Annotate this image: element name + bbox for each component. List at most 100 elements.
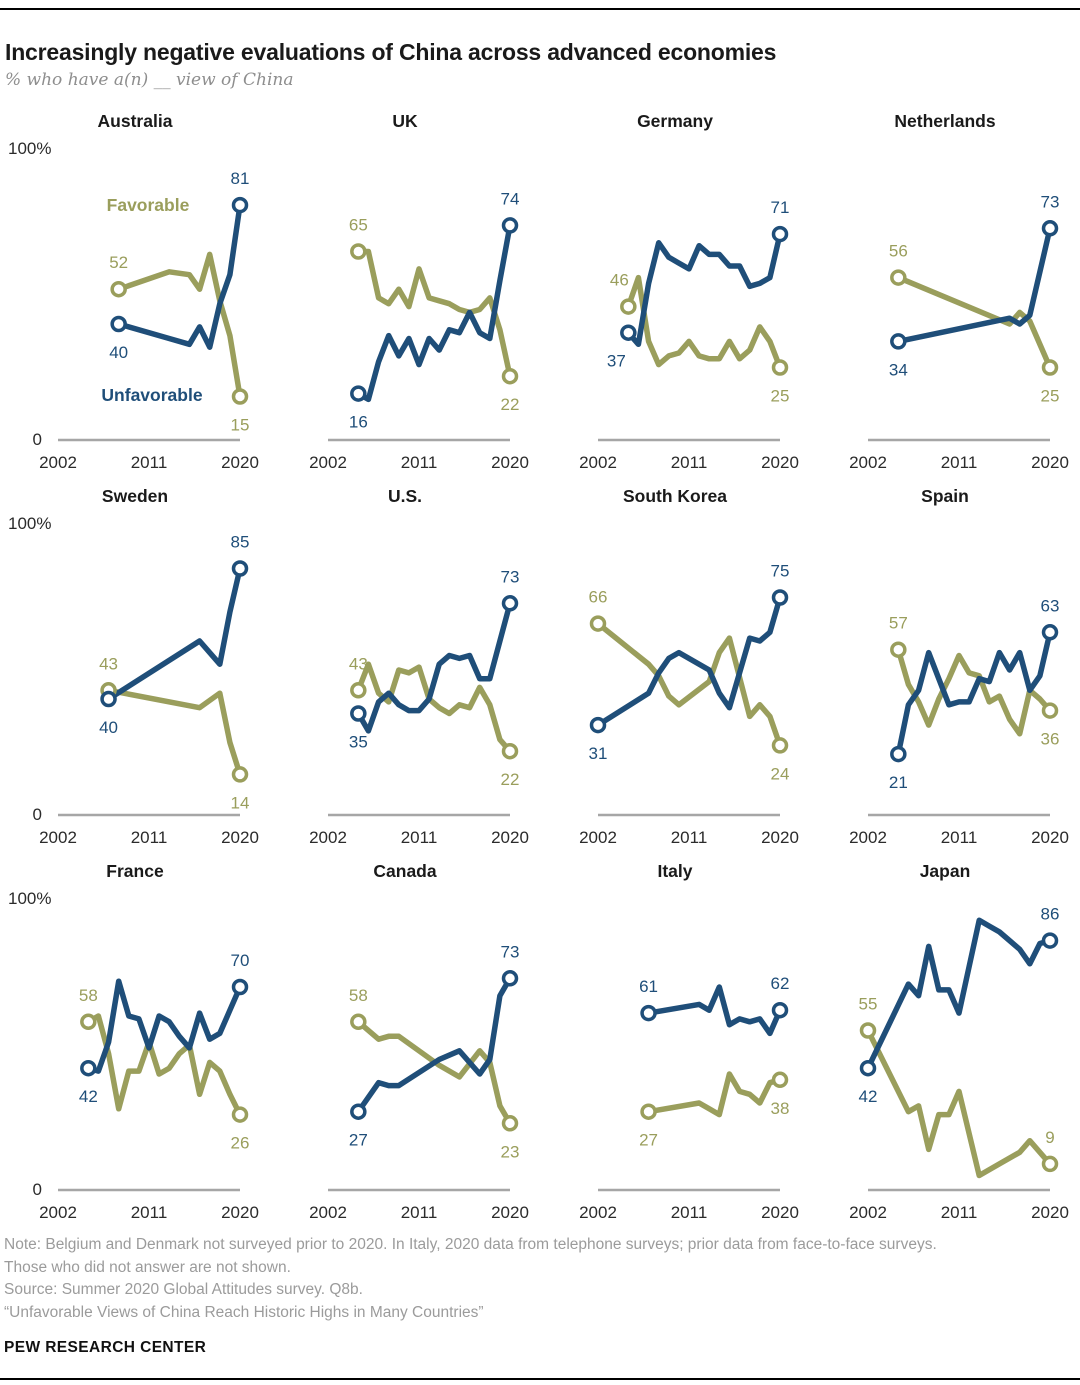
unfavorable-end-marker <box>231 196 249 214</box>
chart-uk: UK 2002 2011 2020 65 22 16 74 <box>270 105 540 480</box>
favorable-line <box>85 1013 243 1118</box>
unfavorable-end-marker <box>1041 624 1059 641</box>
unfavorable-end-marker <box>231 560 249 577</box>
favorable-start-value-label: 27 <box>639 1131 658 1150</box>
x-tick-label: 2002 <box>579 453 617 472</box>
unfavorable-end-value-label: 73 <box>1041 192 1060 211</box>
x-tick-label: 2002 <box>849 828 887 847</box>
x-tick-label: 2011 <box>941 453 978 472</box>
x-tick-label: 2020 <box>1031 828 1069 847</box>
unfavorable-end-value-label: 71 <box>771 198 790 217</box>
favorable-end-marker <box>231 1106 249 1123</box>
favorable-start-value-label: 57 <box>889 614 908 633</box>
favorable-start-value-label: 58 <box>79 986 98 1005</box>
unfavorable-end-value-label: 86 <box>1041 905 1060 924</box>
chart-title: U.S. <box>388 486 422 506</box>
favorable-end-value-label: 14 <box>231 793 250 812</box>
favorable-start-marker <box>350 682 367 699</box>
favorable-end-value-label: 9 <box>1045 1128 1054 1147</box>
favorable-start-value-label: 43 <box>349 654 368 673</box>
x-tick-label: 2020 <box>491 1203 529 1222</box>
unfavorable-end-value-label: 73 <box>501 942 520 961</box>
unfavorable-start-value-label: 21 <box>889 773 908 792</box>
unfavorable-start-marker <box>110 315 127 333</box>
favorable-end-value-label: 22 <box>501 395 520 414</box>
favorable-line <box>355 248 513 379</box>
report-title-quote: “Unfavorable Views of China Reach Histor… <box>4 1303 484 1321</box>
source-line: Source: Summer 2020 Global Attitudes sur… <box>4 1281 363 1298</box>
chart-title: South Korea <box>623 486 727 506</box>
unfavorable-end-value-label: 81 <box>231 169 250 188</box>
x-tick-label: 2002 <box>39 453 77 472</box>
x-tick-label: 2002 <box>39 1203 77 1222</box>
x-tick-label: 2020 <box>1031 453 1069 472</box>
favorable-end-marker <box>1041 1155 1059 1173</box>
favorable-start-value-label: 46 <box>610 271 629 290</box>
unfavorable-line <box>115 202 243 350</box>
favorable-line <box>115 251 243 400</box>
chart-title: UK <box>392 111 418 131</box>
unfavorable-start-value-label: 61 <box>639 977 658 996</box>
chart-netherlands: Netherlands 2002 2011 2020 56 25 34 73 <box>810 105 1080 480</box>
chart-italy: Italy 2002 2011 2020 27 38 61 62 <box>540 855 810 1230</box>
series-label-unfavorable: Unfavorable <box>101 385 202 405</box>
brand-wordmark: PEW RESEARCH CENTER <box>4 1339 207 1356</box>
favorable-start-value-label: 43 <box>99 654 118 673</box>
unfavorable-end-value-label: 75 <box>771 562 790 581</box>
page-subtitle: % who have a(n) __ view of China <box>5 70 294 90</box>
unfavorable-end-value-label: 85 <box>231 533 250 552</box>
favorable-start-marker <box>890 641 907 658</box>
unfavorable-end-value-label: 62 <box>771 974 790 993</box>
favorable-end-marker <box>501 367 519 385</box>
chart-canvas: Germany 2002 2011 2020 46 25 37 71 <box>579 111 799 472</box>
favorable-start-value-label: 52 <box>109 253 128 272</box>
favorable-start-marker <box>620 298 637 315</box>
favorable-start-value-label: 56 <box>889 242 908 261</box>
chart-germany: Germany 2002 2011 2020 46 25 37 71 <box>540 105 810 480</box>
unfavorable-line <box>595 594 783 728</box>
unfavorable-start-value-label: 35 <box>349 733 368 752</box>
unfavorable-end-value-label: 63 <box>1041 596 1060 615</box>
chart-sweden: Sweden 100% 0 2002 2011 2020 43 14 40 85 <box>0 480 270 855</box>
unfavorable-end-marker <box>771 225 789 243</box>
unfavorable-end-marker <box>771 589 789 606</box>
unfavorable-line <box>355 222 513 403</box>
favorable-end-value-label: 25 <box>771 387 790 406</box>
x-tick-label: 2011 <box>671 828 708 847</box>
y-axis-zero-label: 0 <box>33 430 42 449</box>
unfavorable-line <box>645 984 783 1037</box>
unfavorable-start-value-label: 37 <box>607 352 626 371</box>
favorable-end-value-label: 25 <box>1041 387 1060 406</box>
favorable-line <box>865 1027 1053 1179</box>
chart-canvas: U.S. 2002 2011 2020 43 22 35 73 <box>309 486 529 847</box>
unfavorable-start-marker <box>350 705 367 722</box>
favorable-start-marker <box>859 1022 877 1039</box>
chart-canvas: France 100% 0 2002 2011 2020 58 26 42 70 <box>8 861 259 1222</box>
chart-title: Germany <box>637 111 713 131</box>
favorable-end-marker <box>771 359 789 376</box>
favorable-end-marker <box>501 1115 519 1132</box>
unfavorable-line <box>355 600 513 734</box>
favorable-line <box>895 274 1053 371</box>
favorable-start-value-label: 65 <box>349 216 368 235</box>
x-tick-label: 2020 <box>761 1203 799 1222</box>
chart-france: France 100% 0 2002 2011 2020 58 26 42 70 <box>0 855 270 1230</box>
unfavorable-start-value-label: 31 <box>589 744 608 763</box>
unfavorable-end-marker <box>1041 932 1059 949</box>
chart-canvas: UK 2002 2011 2020 65 22 16 74 <box>309 111 529 472</box>
x-tick-label: 2002 <box>849 453 887 472</box>
chart-south-korea: South Korea 2002 2011 2020 66 24 31 75 <box>540 480 810 855</box>
chart-spain: Spain 2002 2011 2020 57 36 21 63 <box>810 480 1080 855</box>
chart-canada: Canada 2002 2011 2020 58 23 27 73 <box>270 855 540 1230</box>
unfavorable-end-marker <box>231 978 249 996</box>
favorable-end-value-label: 22 <box>501 770 520 789</box>
y-axis-top-label: 100% <box>8 889 51 908</box>
favorable-line <box>645 1071 783 1118</box>
chart-japan: Japan 2002 2011 2020 55 9 42 86 <box>810 855 1080 1230</box>
favorable-end-marker <box>231 388 249 405</box>
unfavorable-end-marker <box>1041 220 1059 237</box>
y-axis-zero-label: 0 <box>33 1180 42 1199</box>
y-axis-top-label: 100% <box>8 139 51 158</box>
favorable-start-marker <box>80 1013 97 1031</box>
page-title: Increasingly negative evaluations of Chi… <box>5 39 777 66</box>
